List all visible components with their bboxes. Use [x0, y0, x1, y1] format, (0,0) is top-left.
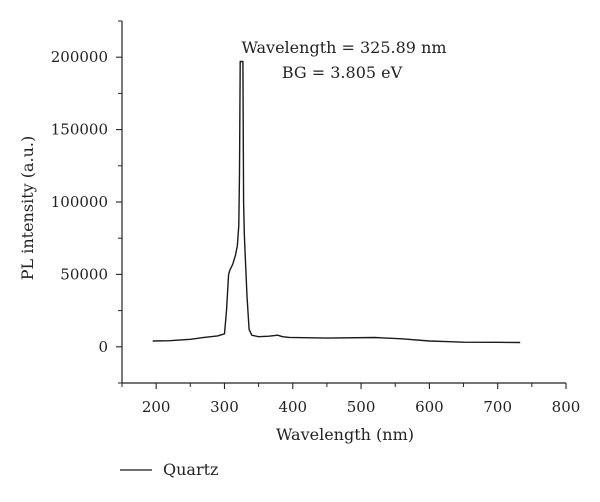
x-tick-label: 400: [278, 398, 307, 416]
x-tick-label: 500: [347, 398, 376, 416]
annotation-bandgap: BG = 3.805 eV: [282, 63, 403, 82]
series-line-quartz: [152, 60, 521, 344]
x-axis-title: Wavelength (nm): [276, 425, 414, 444]
legend: Quartz: [120, 460, 218, 479]
y-tick-label: 50000: [60, 265, 108, 283]
y-tick-label: 100000: [51, 193, 108, 211]
y-ticks: 0 50000 100000 150000 200000: [51, 20, 122, 384]
annotation-wavelength: Wavelength = 325.89 nm: [241, 38, 446, 57]
y-axis-title: PL intensity (a.u.): [18, 136, 37, 280]
x-tick-label: 700: [483, 398, 512, 416]
x-tick-label: 300: [210, 398, 239, 416]
y-tick-label: 200000: [51, 48, 108, 66]
legend-label-quartz: Quartz: [163, 460, 218, 479]
x-ticks: 200 300 400 500 600 700 800: [121, 383, 581, 416]
y-tick-label: 0: [98, 338, 108, 356]
y-tick-label: 150000: [51, 121, 108, 139]
x-tick-label: 600: [415, 398, 444, 416]
x-tick-label: 200: [142, 398, 171, 416]
series-layer: [152, 60, 521, 344]
x-tick-label: 800: [552, 398, 581, 416]
